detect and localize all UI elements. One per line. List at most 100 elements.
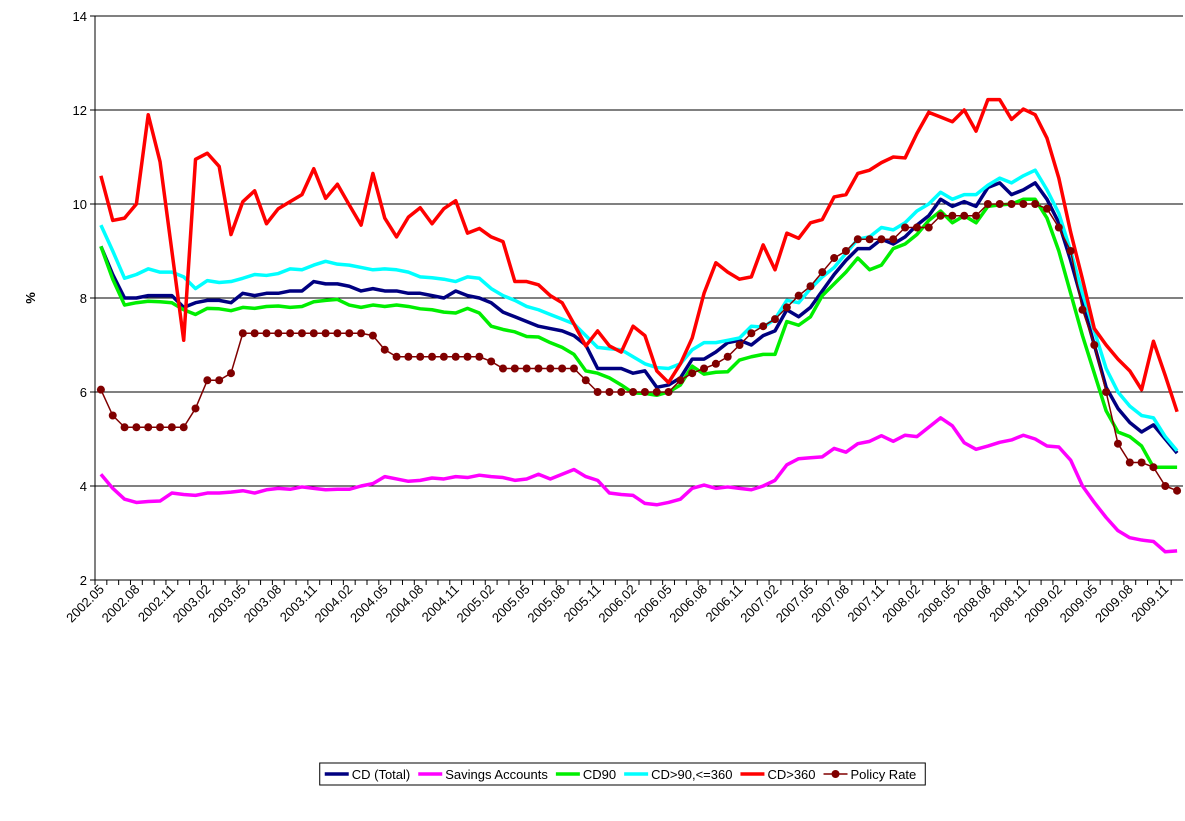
data-point [510,364,519,373]
x-tick-label: 2006.05 [631,582,675,626]
y-tick-label: 12 [73,103,87,118]
data-point [1113,439,1122,448]
data-point [345,329,354,338]
data-point [1125,458,1134,467]
data-point [286,329,295,338]
x-tick-label: 2004.11 [419,582,462,625]
data-point [1078,305,1087,314]
data-point [700,364,709,373]
x-tick-label: 2007.08 [808,582,852,626]
x-tick-label: 2008.11 [986,582,1029,625]
data-point [1173,486,1182,495]
data-point [782,303,791,312]
data-point [676,376,685,385]
data-point [120,423,129,432]
data-point [747,329,756,338]
x-tick-label: 2008.05 [915,582,959,626]
data-point [439,352,448,361]
data-point [1102,388,1111,396]
data-point [558,364,567,373]
data-point [262,329,271,338]
data-point [108,411,117,420]
data-point [321,329,330,338]
data-point [1090,341,1099,349]
data-point [1161,482,1170,490]
x-tick-label: 2004.02 [312,582,356,626]
data-point [144,423,153,432]
legend: CD (Total) Savings Accounts CD90 CD>90,<=36… [319,762,926,786]
data-point [664,388,673,396]
data-point [960,211,969,220]
data-point [794,291,803,300]
data-point [428,352,437,361]
x-tick-label: 2005.08 [524,582,568,626]
series-line [99,97,1179,413]
data-point [227,369,235,378]
data-point [995,200,1004,208]
series-line [99,181,1179,455]
x-tick-label: 2009.02 [1021,582,1065,626]
data-point [841,247,850,255]
data-point [238,329,247,338]
data-point [274,329,283,338]
data-point [96,385,105,394]
legend-marker [831,770,840,778]
data-point [735,341,744,349]
data-point [936,211,945,220]
data-point [877,235,886,244]
data-point [723,352,732,361]
data-point [392,352,401,361]
data-point [1043,204,1051,213]
y-tick-label: 10 [73,197,87,212]
data-point [605,388,614,396]
data-point [830,254,839,263]
data-point [629,388,638,396]
x-tick-label: 2003.05 [205,582,249,626]
data-point [534,364,543,373]
y-tick-label: 14 [73,9,87,24]
data-point [759,322,768,331]
x-tick-label: 2002.11 [135,582,178,625]
data-point [215,376,224,385]
data-point [451,352,460,361]
x-tick-label: 2008.08 [950,582,994,626]
data-point [203,376,212,385]
data-point [1054,223,1063,232]
data-point [167,423,176,432]
x-tick-label: 2002.08 [99,582,143,626]
data-point [983,200,992,208]
data-point [901,223,910,232]
data-point [1066,247,1075,255]
x-tick-label: 2004.05 [347,582,391,626]
data-point [948,211,957,220]
data-point [688,369,697,378]
data-point [889,235,898,244]
data-point [179,423,188,432]
data-point [771,315,779,324]
x-tick-label: 2009.05 [1057,582,1101,626]
data-point [522,364,531,373]
data-point [652,388,661,396]
data-point [475,352,484,361]
x-tick-label: 2005.05 [489,582,533,626]
x-tick-label: 2004.08 [382,582,426,626]
x-tick-label: 2002.05 [63,582,107,626]
series-line [99,168,1179,452]
x-tick-label: 2006.08 [666,582,710,626]
x-tick-label: 2003.02 [170,582,214,626]
x-tick-label: 2006.11 [702,582,745,625]
data-point [132,423,141,432]
x-tick-label: 2003.11 [277,582,320,625]
x-tick-label: 2007.05 [773,582,817,626]
y-tick-label: 2 [80,573,87,588]
data-point [924,223,933,232]
data-point [972,211,981,220]
data-point [806,282,815,291]
data-point [593,388,602,396]
data-point [499,364,507,373]
y-axis-label: % [23,292,38,304]
data-point [368,331,377,340]
x-tick-label: 2006.02 [595,582,639,626]
y-tick-label: 8 [80,291,87,306]
x-tick-label: 2007.02 [737,582,781,626]
